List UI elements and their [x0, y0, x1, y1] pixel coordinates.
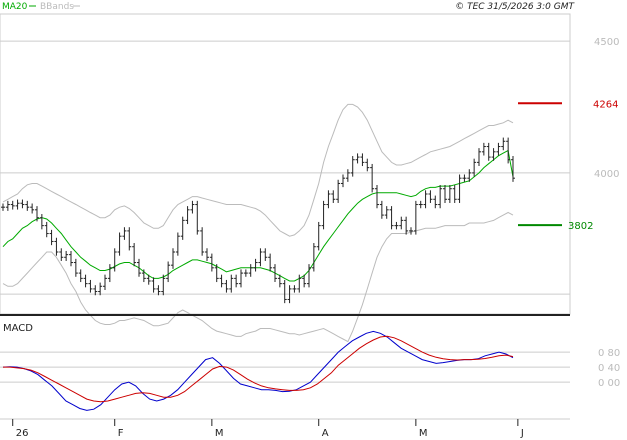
macd-tick-label: 0 80: [598, 348, 620, 359]
x-tick-label: A: [322, 428, 329, 439]
price-tick-label: 4000: [594, 169, 619, 180]
macd-panel: 0 80 0 40 0 00 MACD: [0, 323, 620, 411]
price-panel-frame: [0, 13, 571, 315]
ma20-legend: MA20: [2, 2, 28, 12]
copyright: © TEC 31/5/2026 3:0 GMT: [455, 2, 575, 12]
macd-tick-label: 0 00: [598, 378, 620, 389]
signal-line: [3, 335, 514, 403]
header: MA20 BBands © TEC 31/5/2026 3:0 GMT: [2, 2, 576, 12]
x-tick-label: M: [215, 428, 224, 439]
bbands-legend: BBands: [40, 2, 74, 12]
macd-axis: 0 80 0 40 0 00: [598, 348, 620, 389]
x-tick-label: 26: [16, 428, 29, 439]
macd-line: [2, 330, 514, 411]
price-panel: 4500 4000 4264 3802: [0, 13, 619, 343]
x-tick-label: M: [419, 428, 428, 439]
bbands-lower-line: [2, 211, 514, 343]
price-axis: 4500 4000: [594, 37, 619, 180]
x-tick-label: J: [520, 428, 524, 439]
ohlc-bars: [1, 137, 515, 304]
ma20-line: [2, 149, 514, 282]
price-tick-label: 4500: [594, 37, 619, 48]
price-levels: 4264 3802: [518, 99, 618, 232]
bollinger-bands: [2, 103, 514, 343]
macd-gridlines: [0, 351, 570, 383]
macd-tick-label: 0 40: [598, 363, 620, 374]
resistance-level-label: 4264: [593, 99, 618, 110]
x-tick-label: F: [118, 428, 124, 439]
ma20-polyline: [2, 149, 514, 282]
macd-title: MACD: [3, 323, 33, 334]
macd-lines: [2, 330, 514, 411]
x-axis: 26 F M A M J: [12, 419, 524, 439]
support-level-label: 3802: [568, 221, 593, 232]
bbands-upper-line: [2, 103, 514, 237]
